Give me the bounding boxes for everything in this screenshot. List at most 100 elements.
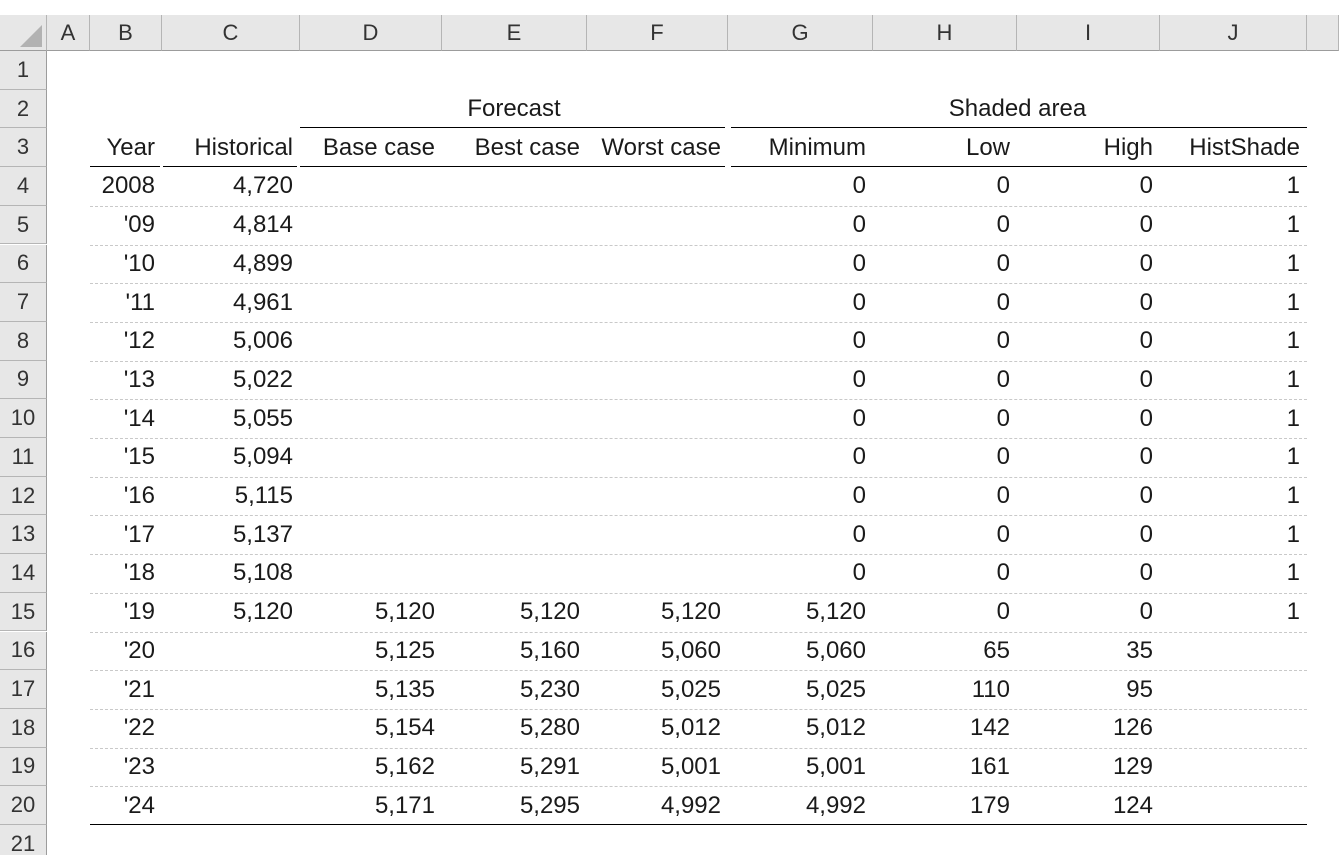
cell-G18[interactable]: 5,012: [805, 714, 866, 742]
row-header-9[interactable]: 9: [0, 360, 47, 400]
cell-E17[interactable]: 5,230: [519, 675, 580, 703]
cell-I12[interactable]: 0: [1139, 482, 1153, 510]
cell-H14[interactable]: 0: [996, 559, 1010, 587]
cell-J9[interactable]: 1: [1286, 365, 1300, 393]
row-header-12[interactable]: 12: [0, 476, 47, 516]
row-header-8[interactable]: 8: [0, 321, 47, 361]
cell-D17[interactable]: 5,135: [374, 675, 435, 703]
cell-F17[interactable]: 5,025: [660, 675, 721, 703]
row-header-5[interactable]: 5: [0, 205, 47, 245]
cell-B16[interactable]: '20: [123, 636, 155, 664]
cell-F20[interactable]: 4,992: [660, 791, 721, 819]
cell-C4[interactable]: 4,720: [232, 172, 293, 200]
cell-F3-header[interactable]: Worst case: [601, 133, 721, 161]
cell-F15[interactable]: 5,120: [660, 598, 721, 626]
cell-D16[interactable]: 5,125: [374, 636, 435, 664]
cell-I11[interactable]: 0: [1139, 443, 1153, 471]
cell-C6[interactable]: 4,899: [232, 249, 293, 277]
cell-G15[interactable]: 5,120: [805, 598, 866, 626]
row-header-7[interactable]: 7: [0, 283, 47, 322]
cell-I19[interactable]: 129: [1112, 752, 1153, 780]
cell-C11[interactable]: 5,094: [232, 443, 293, 471]
cell-G5[interactable]: 0: [852, 211, 866, 239]
cell-H11[interactable]: 0: [996, 443, 1010, 471]
cell-C15[interactable]: 5,120: [232, 598, 293, 626]
cell-G4[interactable]: 0: [852, 172, 866, 200]
cell-H3-header[interactable]: Low: [965, 133, 1010, 161]
cell-D15[interactable]: 5,120: [374, 598, 435, 626]
cell-G13[interactable]: 0: [852, 520, 866, 548]
cell-C7[interactable]: 4,961: [232, 288, 293, 316]
cell-I5[interactable]: 0: [1139, 211, 1153, 239]
cell-D19[interactable]: 5,162: [374, 752, 435, 780]
cell-H15[interactable]: 0: [996, 598, 1010, 626]
row-header-1[interactable]: 1: [0, 51, 47, 90]
cell-B5[interactable]: '09: [123, 211, 155, 239]
cell-B15[interactable]: '19: [123, 598, 155, 626]
cell-H18[interactable]: 142: [969, 714, 1010, 742]
cell-I10[interactable]: 0: [1139, 404, 1153, 432]
cell-I14[interactable]: 0: [1139, 559, 1153, 587]
cell-H6[interactable]: 0: [996, 249, 1010, 277]
select-all-button[interactable]: [0, 15, 47, 51]
cell-B8[interactable]: '12: [123, 327, 155, 355]
cell-H5[interactable]: 0: [996, 211, 1010, 239]
row-header-3[interactable]: 3: [0, 128, 47, 168]
cell-H9[interactable]: 0: [996, 365, 1010, 393]
cell-H8[interactable]: 0: [996, 327, 1010, 355]
cell-J6[interactable]: 1: [1286, 249, 1300, 277]
cell-H7[interactable]: 0: [996, 288, 1010, 316]
row-header-11[interactable]: 11: [0, 438, 47, 477]
cell-I20[interactable]: 124: [1112, 791, 1153, 819]
cell-B3-header[interactable]: Year: [106, 133, 156, 161]
cell-C9[interactable]: 5,022: [232, 365, 293, 393]
cell-B9[interactable]: '13: [123, 365, 155, 393]
cell-G6[interactable]: 0: [852, 249, 866, 277]
cell-J13[interactable]: 1: [1286, 520, 1300, 548]
cell-B11[interactable]: '15: [123, 443, 155, 471]
cell-I15[interactable]: 0: [1139, 598, 1153, 626]
cell-J11[interactable]: 1: [1286, 443, 1300, 471]
column-header-I[interactable]: I: [1017, 15, 1160, 51]
cell-H20[interactable]: 179: [969, 791, 1010, 819]
cell-H19[interactable]: 161: [969, 752, 1010, 780]
cell-C8[interactable]: 5,006: [232, 327, 293, 355]
cell-B6[interactable]: '10: [123, 249, 155, 277]
row-header-15[interactable]: 15: [0, 592, 47, 632]
row-header-6[interactable]: 6: [0, 244, 47, 284]
cell-J3-header[interactable]: HistShade: [1189, 133, 1300, 161]
column-header-partial[interactable]: [1307, 15, 1339, 51]
cell-D3-header[interactable]: Base case: [322, 133, 435, 161]
cell-B18[interactable]: '22: [123, 714, 155, 742]
column-header-C[interactable]: C: [162, 15, 300, 51]
cell-G11[interactable]: 0: [852, 443, 866, 471]
cell-F16[interactable]: 5,060: [660, 636, 721, 664]
cell-F19[interactable]: 5,001: [660, 752, 721, 780]
cell-J10[interactable]: 1: [1286, 404, 1300, 432]
cell-B7[interactable]: '11: [125, 288, 156, 316]
cell-B14[interactable]: '18: [123, 559, 155, 587]
cell-E15[interactable]: 5,120: [519, 598, 580, 626]
cell-G19[interactable]: 5,001: [805, 752, 866, 780]
row-header-20[interactable]: 20: [0, 786, 47, 825]
cell-I13[interactable]: 0: [1139, 520, 1153, 548]
cell-B12[interactable]: '16: [123, 482, 155, 510]
cell-H17[interactable]: 110: [971, 675, 1010, 703]
column-header-F[interactable]: F: [587, 15, 728, 51]
cell-I9[interactable]: 0: [1139, 365, 1153, 393]
cell-I6[interactable]: 0: [1139, 249, 1153, 277]
cell-C14[interactable]: 5,108: [232, 559, 293, 587]
cell-H4[interactable]: 0: [996, 172, 1010, 200]
cell-G10[interactable]: 0: [852, 404, 866, 432]
column-header-H[interactable]: H: [873, 15, 1017, 51]
cell-J14[interactable]: 1: [1286, 559, 1300, 587]
cell-B20[interactable]: '24: [123, 791, 155, 819]
cell-H10[interactable]: 0: [996, 404, 1010, 432]
row-header-19[interactable]: 19: [0, 747, 47, 787]
cell-J15[interactable]: 1: [1286, 598, 1300, 626]
cell-I8[interactable]: 0: [1139, 327, 1153, 355]
cell-C13[interactable]: 5,137: [232, 520, 293, 548]
cell-G17[interactable]: 5,025: [805, 675, 866, 703]
row-header-4[interactable]: 4: [0, 167, 47, 206]
row-header-14[interactable]: 14: [0, 554, 47, 593]
